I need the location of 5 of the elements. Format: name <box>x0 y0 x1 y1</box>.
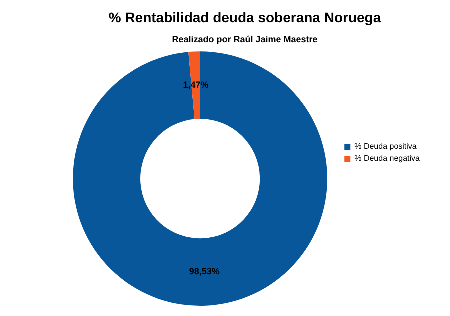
data-label: 98,53% <box>189 266 220 277</box>
chart-title: % Rentabilidad deuda soberana Noruega <box>108 9 382 26</box>
legend-label: % Deuda negativa <box>354 154 421 164</box>
legend-label: % Deuda positiva <box>354 142 418 152</box>
chart-subtitle: Realizado por Raúl Jaime Maestre <box>172 34 318 45</box>
